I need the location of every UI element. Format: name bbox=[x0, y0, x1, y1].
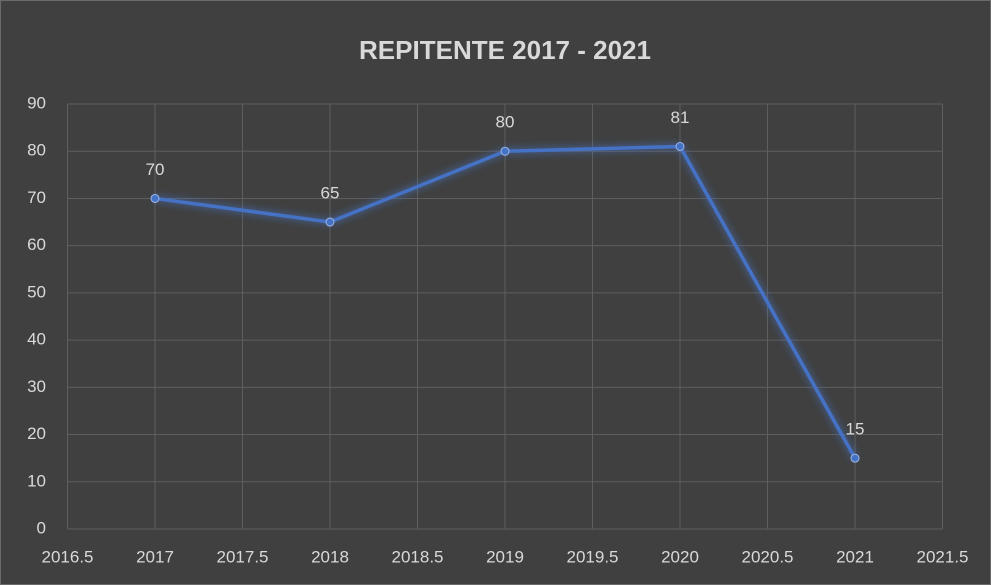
y-tick-label: 50 bbox=[27, 282, 46, 301]
data-label: 80 bbox=[496, 113, 515, 132]
data-point bbox=[150, 193, 160, 203]
y-tick-label: 20 bbox=[27, 424, 46, 443]
x-tick-label: 2020 bbox=[661, 547, 699, 566]
y-tick-label: 30 bbox=[27, 377, 46, 396]
x-tick-label: 2017.5 bbox=[217, 547, 269, 566]
data-point bbox=[850, 453, 860, 463]
y-tick-label: 70 bbox=[27, 188, 46, 207]
y-tick-label: 60 bbox=[27, 235, 46, 254]
y-tick-label: 10 bbox=[27, 471, 46, 490]
data-label: 70 bbox=[146, 160, 165, 179]
y-tick-label: 40 bbox=[27, 330, 46, 349]
x-tick-label: 2017 bbox=[136, 547, 174, 566]
x-tick-label: 2021.5 bbox=[917, 547, 969, 566]
x-tick-label: 2019.5 bbox=[567, 547, 619, 566]
x-tick-label: 2016.5 bbox=[42, 547, 94, 566]
data-label: 65 bbox=[321, 184, 340, 203]
data-point bbox=[500, 146, 510, 156]
x-tick-label: 2019 bbox=[486, 547, 524, 566]
x-tick-label: 2020.5 bbox=[742, 547, 794, 566]
y-tick-label: 80 bbox=[27, 141, 46, 160]
y-tick-label: 90 bbox=[27, 93, 46, 112]
data-label: 81 bbox=[671, 108, 690, 127]
data-point bbox=[325, 217, 335, 227]
chart-title: REPITENTE 2017 - 2021 bbox=[359, 35, 651, 65]
data-point bbox=[675, 142, 685, 151]
data-label: 15 bbox=[846, 420, 865, 439]
x-tick-label: 2021 bbox=[836, 547, 874, 566]
x-tick-label: 2018 bbox=[311, 547, 349, 566]
x-tick-label: 2018.5 bbox=[392, 547, 444, 566]
y-tick-label: 0 bbox=[37, 518, 46, 537]
